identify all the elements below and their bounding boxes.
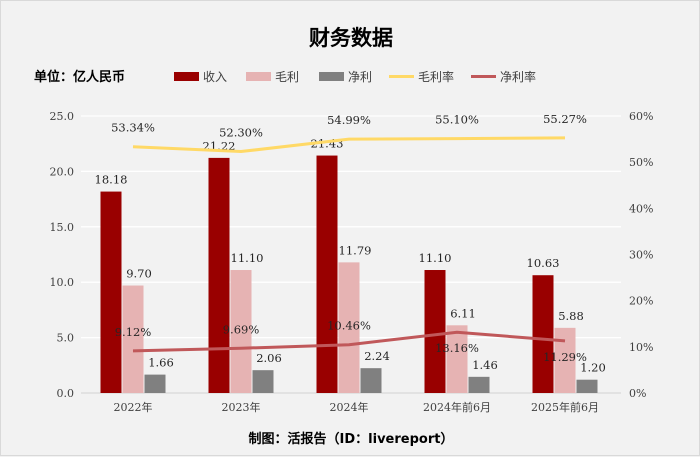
line-data-label: 9.69% [223, 322, 260, 336]
legend-swatch-1 [246, 72, 271, 81]
right-tick-label: 10% [629, 341, 653, 354]
category-label: 2025年前6月 [531, 400, 599, 414]
bar-收入 [533, 275, 554, 393]
right-tick-label: 20% [629, 295, 653, 308]
right-tick-label: 50% [629, 156, 653, 169]
legend-label: 净利率 [500, 69, 536, 84]
bar-data-label: 1.46 [472, 358, 498, 372]
legend-line-4 [471, 75, 496, 78]
bar-data-label: 1.66 [148, 356, 174, 370]
line-data-label: 13.16% [435, 341, 479, 355]
line-data-label: 10.46% [327, 319, 371, 333]
line-data-label: 55.10% [435, 113, 479, 127]
chart-title: 财务数据 [309, 26, 393, 50]
bar-data-label: 2.06 [256, 351, 282, 365]
bar-data-label: 11.10 [231, 251, 264, 265]
bar-data-label: 11.10 [419, 251, 452, 265]
legend-label: 收入 [203, 70, 227, 84]
line-data-label: 9.12% [115, 325, 152, 339]
category-label: 2023年 [222, 400, 261, 414]
bar-收入 [317, 156, 338, 393]
right-tick-label: 60% [629, 110, 653, 123]
left-tick-label: 5.0 [57, 332, 75, 345]
legend-swatch-2 [319, 72, 344, 81]
unit-label: 单位：亿人民币 [34, 69, 125, 85]
bar-data-label: 18.18 [95, 173, 128, 187]
left-tick-label: 10.0 [50, 276, 75, 289]
category-label: 2024年前6月 [423, 400, 491, 414]
legend-label: 毛利率 [418, 69, 454, 84]
category-label: 2022年 [114, 400, 153, 414]
bar-毛利 [123, 286, 144, 393]
bar-data-label: 11.79 [339, 243, 372, 257]
bar-data-label: 5.88 [558, 309, 584, 323]
bar-净利 [469, 377, 490, 393]
bar-data-label: 10.63 [527, 256, 560, 270]
bar-净利 [361, 368, 382, 393]
bar-收入 [101, 192, 122, 393]
left-tick-label: 20.0 [50, 165, 75, 178]
footer-credit: 制图：活报告（ID：livereport） [249, 431, 454, 447]
line-data-label: 11.29% [543, 350, 587, 364]
category-label: 2024年 [330, 400, 369, 414]
bar-data-label: 2.24 [364, 349, 390, 363]
legend-label: 净利 [348, 70, 372, 84]
line-data-label: 55.27% [543, 112, 587, 126]
bar-净利 [253, 370, 274, 393]
bar-data-label: 9.70 [126, 267, 152, 281]
line-data-label: 54.99% [327, 113, 371, 127]
left-tick-label: 15.0 [50, 221, 75, 234]
right-tick-label: 40% [629, 202, 653, 215]
legend-swatch-0 [174, 72, 199, 81]
legend-line-3 [389, 75, 414, 78]
bar-净利 [577, 380, 598, 393]
bar-收入 [425, 270, 446, 393]
left-tick-label: 25.0 [50, 110, 75, 123]
bar-毛利 [447, 325, 468, 393]
line-data-label: 52.30% [219, 126, 263, 140]
right-tick-label: 30% [629, 249, 653, 262]
bar-收入 [209, 158, 230, 393]
line-毛利率 [133, 138, 565, 152]
bar-净利 [145, 375, 166, 393]
right-tick-label: 0% [629, 387, 646, 400]
legend-label: 毛利 [275, 70, 299, 84]
line-data-label: 53.34% [111, 121, 155, 135]
left-tick-label: 0.0 [57, 387, 75, 400]
bar-data-label: 6.11 [450, 306, 476, 320]
